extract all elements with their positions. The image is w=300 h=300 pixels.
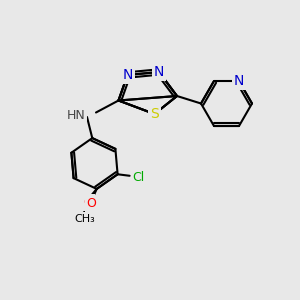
Text: N: N xyxy=(154,65,164,79)
Text: N: N xyxy=(234,74,244,88)
Text: CH₃: CH₃ xyxy=(74,214,95,224)
Text: O: O xyxy=(83,196,93,209)
Text: S: S xyxy=(150,107,159,121)
Text: O: O xyxy=(86,197,96,210)
Text: N: N xyxy=(122,68,133,82)
Text: HN: HN xyxy=(67,109,85,122)
Text: Cl: Cl xyxy=(133,171,145,184)
